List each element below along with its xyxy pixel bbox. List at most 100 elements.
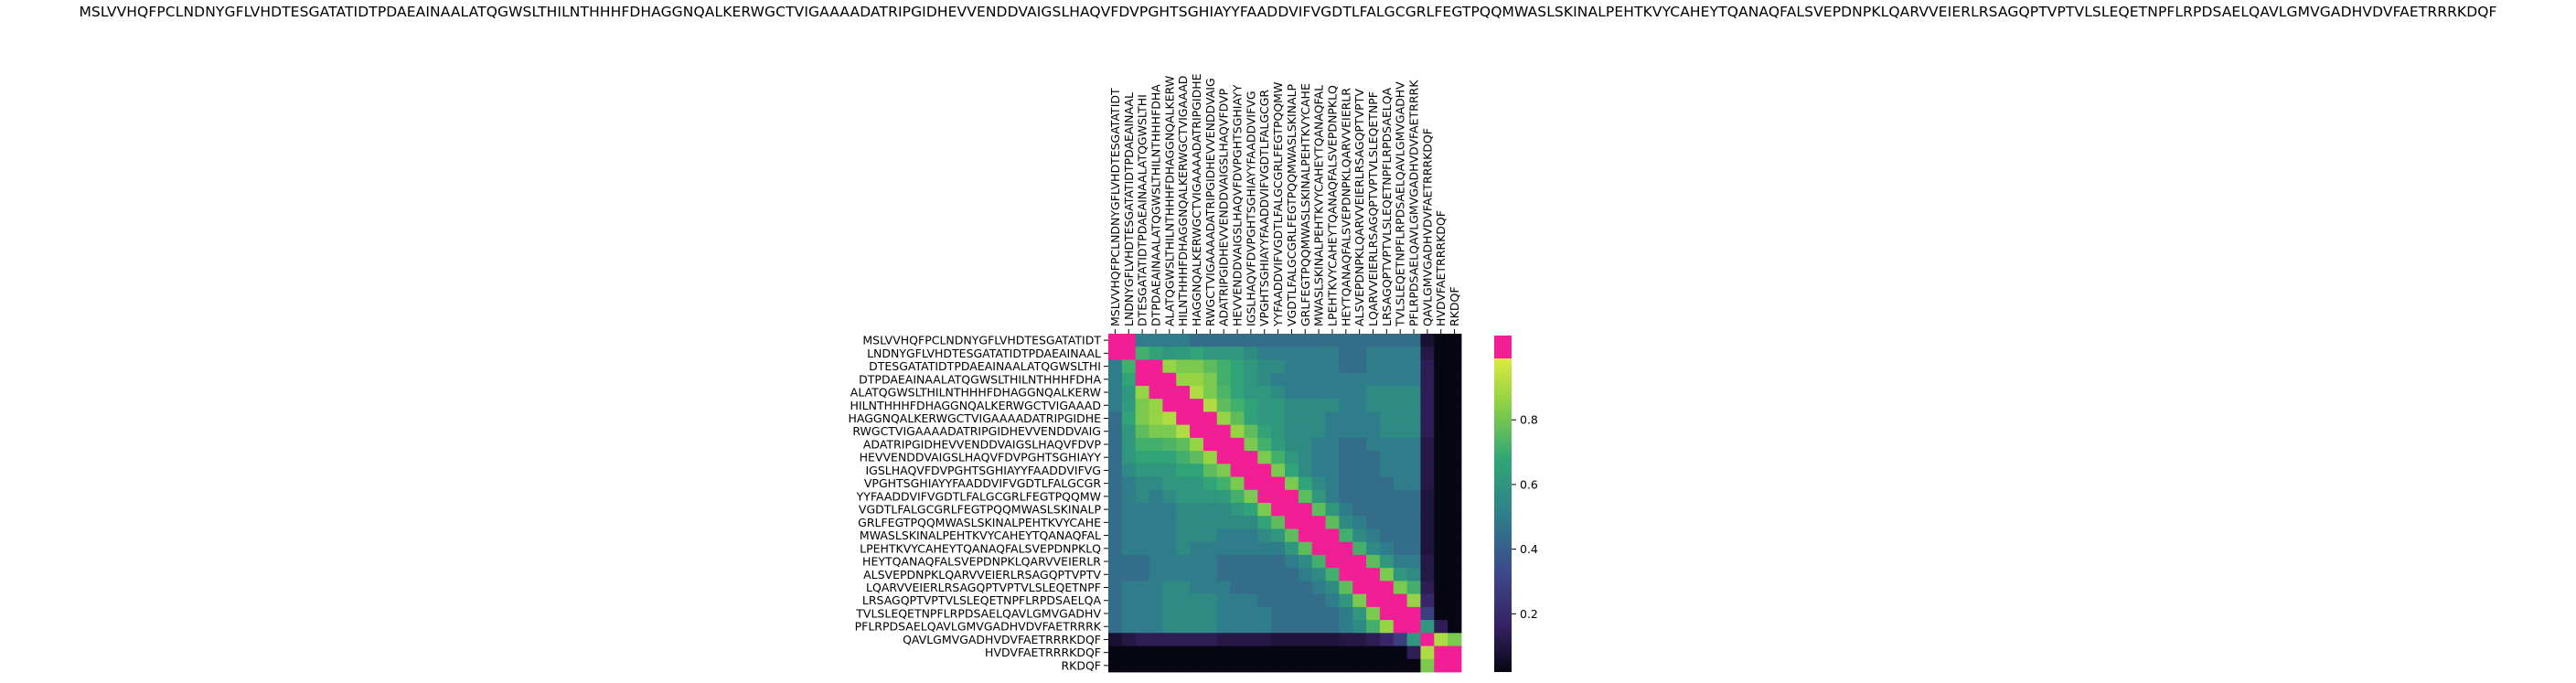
heatmap-cell [1230, 489, 1245, 504]
heatmap-cell [1257, 359, 1272, 374]
heatmap-cell [1420, 399, 1435, 412]
column-tick-label: IGSLHAQVFDVPGHTSGHIAYYFAADDVIFVG [1244, 91, 1257, 326]
heatmap-cell [1176, 489, 1191, 504]
heatmap-cell [1244, 528, 1258, 543]
heatmap-cell [1285, 568, 1299, 582]
heatmap-cell [1339, 347, 1353, 360]
heatmap-cell [1393, 633, 1408, 646]
heatmap-cell [1176, 334, 1191, 347]
heatmap-cell [1298, 347, 1313, 360]
heatmap-cell [1366, 620, 1381, 634]
heatmap-cell [1311, 593, 1326, 608]
heatmap-cell [1339, 334, 1353, 347]
heatmap-cell [1339, 568, 1353, 582]
heatmap-cell [1190, 593, 1204, 608]
heatmap-cell [1244, 581, 1258, 595]
heatmap-cell [1434, 633, 1448, 646]
heatmap-cell [1230, 451, 1245, 464]
heatmap-cell [1434, 581, 1448, 595]
heatmap-cell [1420, 658, 1435, 673]
heatmap-cell [1448, 646, 1462, 660]
row-tick-label: RWGCTVIGAAAADATRIPGIDHEVVENDDVAIG [852, 424, 1101, 438]
heatmap-cell [1271, 464, 1286, 477]
column-tick-label: RKDQF [1448, 286, 1461, 326]
heatmap-cell [1216, 528, 1232, 543]
heatmap-cell [1190, 347, 1204, 360]
heatmap-cell [1420, 437, 1435, 452]
heatmap-cell [1257, 424, 1272, 439]
heatmap-cell [1135, 385, 1149, 400]
heatmap-cell [1257, 516, 1272, 529]
heatmap-cell [1135, 593, 1149, 608]
heatmap-cell [1149, 554, 1163, 569]
row-tick-label: ADATRIPGIDHEVVENDDVAIGSLHAQVFDVP [863, 437, 1102, 451]
heatmap-cell [1271, 554, 1286, 569]
heatmap-cell [1149, 620, 1163, 634]
heatmap-cell [1135, 516, 1149, 529]
heatmap-cell [1366, 372, 1381, 387]
heatmap-cell [1366, 541, 1381, 556]
heatmap-cell [1352, 503, 1367, 517]
heatmap-cell [1190, 437, 1204, 452]
heatmap-cell [1121, 658, 1137, 673]
heatmap-cell [1190, 646, 1204, 660]
heatmap-cell [1244, 359, 1258, 374]
heatmap-cell [1285, 411, 1299, 426]
heatmap-cell [1311, 347, 1326, 360]
column-tick-label: HAGGNQALKERWGCTVIGAAAADATRIPGIDHE [1190, 73, 1203, 326]
heatmap-cell [1366, 489, 1381, 504]
heatmap-cell [1108, 424, 1123, 439]
heatmap-cell [1434, 554, 1448, 569]
heatmap-cell [1285, 528, 1299, 543]
heatmap-cell [1135, 334, 1149, 347]
heatmap-cell [1379, 620, 1395, 634]
heatmap-cell [1393, 581, 1408, 595]
heatmap-cell [1202, 399, 1218, 412]
heatmap-cell [1434, 606, 1448, 621]
heatmap-cell [1366, 593, 1381, 608]
heatmap-cell [1298, 424, 1313, 439]
heatmap-cell [1298, 658, 1313, 673]
heatmap-cell [1393, 411, 1408, 426]
heatmap-cell [1434, 464, 1448, 477]
heatmap-cell [1162, 385, 1177, 400]
heatmap-cell [1298, 541, 1313, 556]
heatmap-cell [1311, 385, 1326, 400]
heatmap-cell [1448, 620, 1462, 634]
heatmap-cell [1202, 606, 1218, 621]
heatmap-cell [1135, 451, 1149, 464]
heatmap-cell [1149, 541, 1163, 556]
heatmap-cell [1448, 606, 1462, 621]
heatmap-cell [1311, 359, 1326, 374]
heatmap-plot-area [1108, 334, 1462, 673]
heatmap-cell [1285, 593, 1299, 608]
heatmap-cell [1216, 568, 1232, 582]
heatmap-cell [1339, 503, 1353, 517]
heatmap-cell [1379, 334, 1395, 347]
heatmap-cell [1448, 633, 1462, 646]
heatmap-cell [1311, 606, 1326, 621]
heatmap-cell [1325, 399, 1340, 412]
heatmap-cell [1121, 489, 1137, 504]
heatmap-cell [1121, 385, 1137, 400]
heatmap-cell [1271, 489, 1286, 504]
heatmap-cell [1406, 424, 1421, 439]
heatmap-cell [1202, 620, 1218, 634]
heatmap-cell [1339, 476, 1353, 491]
heatmap-cell [1325, 528, 1340, 543]
heatmap-cell [1325, 437, 1340, 452]
heatmap-cell [1434, 359, 1448, 374]
heatmap-cell [1420, 334, 1435, 347]
heatmap-cell [1298, 334, 1313, 347]
heatmap-cell [1352, 581, 1367, 595]
heatmap-cell [1352, 437, 1367, 452]
heatmap-cell [1162, 359, 1177, 374]
heatmap-cell [1190, 372, 1204, 387]
heatmap-cell [1135, 658, 1149, 673]
heatmap-cell [1176, 503, 1191, 517]
heatmap-cell [1434, 385, 1448, 400]
heatmap-cell [1379, 606, 1395, 621]
heatmap-cell [1448, 359, 1462, 374]
heatmap-cell [1162, 464, 1177, 477]
row-tick-label: MSLVVHQFPCLNDNYGFLVHDTESGATATIDT [862, 334, 1101, 347]
